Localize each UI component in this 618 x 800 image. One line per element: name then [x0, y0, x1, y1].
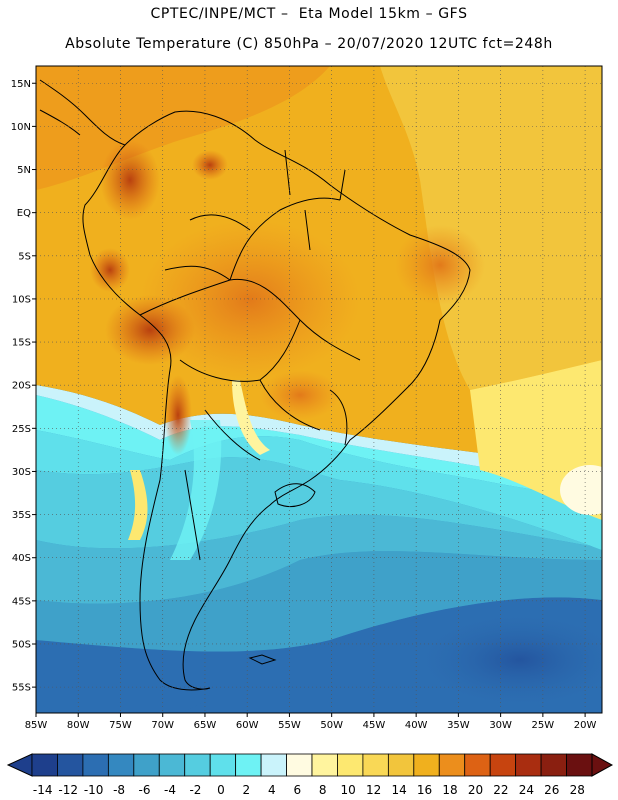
colorbar-boxes: [6, 753, 614, 777]
lat-label: 15N: [11, 79, 31, 90]
colorbar-box: [489, 753, 517, 777]
colorbar-box: [387, 753, 415, 777]
colorbar-label: 20: [468, 783, 483, 797]
coastlines: [39, 79, 471, 691]
colorbar-label: 16: [417, 783, 432, 797]
colorbar-label: -8: [113, 783, 125, 797]
lon-label: 45W: [363, 720, 386, 731]
lon-label: 70W: [151, 720, 174, 731]
lat-label: 5S: [18, 251, 31, 262]
lon-label: 80W: [67, 720, 90, 731]
colorbar-label: 0: [217, 783, 225, 797]
colorbar-box: [362, 753, 389, 777]
lon-label: 25W: [532, 720, 555, 731]
colorbar-box: [337, 753, 364, 777]
lon-label: 40W: [405, 720, 428, 731]
colorbar-box: [31, 753, 58, 777]
lon-label: 30W: [489, 720, 512, 731]
falklands-outline: [248, 654, 277, 665]
lon-label: 20W: [574, 720, 597, 731]
colorbar-box: [286, 753, 313, 777]
lat-label: 35S: [12, 510, 31, 521]
colorbar-max-arrow: [591, 753, 614, 777]
lat-label: EQ: [17, 208, 31, 219]
latitude-labels: 15N 10N 5N EQ 5S 10S 15S 20S 25S 30S 35S 40S 45S 50S 5…: [11, 79, 36, 694]
lat-label: 5N: [17, 165, 31, 176]
colorbar-box: [515, 753, 542, 777]
colorbar-box: [311, 753, 338, 777]
colorbar-box: [158, 753, 186, 777]
colorbar-label: 14: [391, 783, 406, 797]
lat-label: 20S: [12, 381, 31, 392]
colorbar-label: 24: [519, 783, 534, 797]
colorbar-label: 12: [366, 783, 381, 797]
title-line-1: CPTEC/INPE/MCT – Eta Model 15km – GFS: [150, 6, 468, 22]
colorbar-box: [540, 753, 567, 777]
colorbar-box: [133, 753, 160, 777]
lat-label: 40S: [12, 553, 31, 564]
lat-label: 30S: [12, 467, 31, 478]
colorbar: -14 -12 -10 -8 -6 -4 -2 0 2 4 6 8 10 12 14 16 18 20 22 24 26…: [6, 753, 614, 797]
colorbar-labels: -14 -12 -10 -8 -6 -4 -2 0 2 4 6 8 10 12 14 16 18 20 22 24 26…: [33, 783, 585, 797]
colorbar-label: -14: [33, 783, 53, 797]
colorbar-box: [438, 753, 466, 777]
colorbar-box: [464, 753, 491, 777]
colorbar-label: -2: [189, 783, 201, 797]
lake-outline: [274, 483, 316, 507]
lon-label: 85W: [25, 720, 48, 731]
colorbar-box: [57, 753, 84, 777]
colorbar-box: [235, 753, 262, 777]
colorbar-box: [413, 753, 440, 777]
south-america-coastline: [82, 110, 471, 691]
lat-label: 50S: [12, 639, 31, 650]
colorbar-box: [209, 753, 237, 777]
lat-label: 10N: [11, 122, 31, 133]
lat-label: 25S: [12, 424, 31, 435]
title-line-2: Absolute Temperature (C) 850hPa – 20/07/…: [65, 36, 553, 52]
lon-label: 55W: [278, 720, 301, 731]
lon-label: 75W: [109, 720, 132, 731]
central-america-coastline: [39, 79, 126, 146]
colorbar-label: 4: [268, 783, 276, 797]
lat-label: 15S: [12, 338, 31, 349]
colorbar-label: 2: [243, 783, 251, 797]
colorbar-min-arrow: [6, 753, 33, 777]
lon-label: 50W: [320, 720, 343, 731]
country-borders: [139, 149, 361, 561]
colorbar-label: 8: [319, 783, 327, 797]
temperature-map: 15N 10N 5N EQ 5S 10S 15S 20S 25S 30S 35S 40S 45S 50S 5…: [11, 65, 603, 731]
colorbar-label: 22: [493, 783, 508, 797]
colorbar-label: -4: [164, 783, 176, 797]
colorbar-label: -12: [58, 783, 78, 797]
lon-label: 35W: [447, 720, 470, 731]
colorbar-box: [260, 753, 287, 777]
temperature-field: [36, 66, 602, 713]
lon-label: 65W: [194, 720, 217, 731]
colorbar-label: 10: [341, 783, 356, 797]
colorbar-label: 6: [293, 783, 301, 797]
colorbar-label: 28: [570, 783, 585, 797]
colorbar-box: [82, 753, 109, 777]
colorbar-box: [184, 753, 211, 777]
colorbar-label: -6: [139, 783, 151, 797]
map-frame: [35, 65, 603, 714]
lat-label: 55S: [12, 683, 31, 694]
lat-label: 45S: [12, 596, 31, 607]
lat-label: 10S: [12, 294, 31, 305]
colorbar-label: 26: [544, 783, 559, 797]
colorbar-box: [566, 753, 593, 777]
lon-label: 60W: [236, 720, 259, 731]
longitude-labels: 85W 80W 75W 70W 65W 60W 55W 50W 45W 40W 35W 30W 25W 2…: [25, 713, 597, 731]
colorbar-box: [107, 753, 135, 777]
colorbar-label: 18: [442, 783, 457, 797]
colorbar-label: -10: [84, 783, 104, 797]
